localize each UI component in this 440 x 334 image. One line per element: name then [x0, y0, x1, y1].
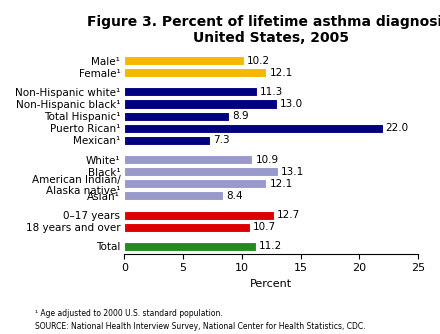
- Text: 11.3: 11.3: [260, 87, 283, 97]
- Text: 13.0: 13.0: [280, 99, 303, 109]
- Text: 10.2: 10.2: [247, 55, 270, 65]
- Text: 8.4: 8.4: [226, 191, 242, 201]
- Text: 12.1: 12.1: [269, 67, 293, 77]
- Bar: [125, 191, 223, 200]
- Title: Figure 3. Percent of lifetime asthma diagnosis:
United States, 2005: Figure 3. Percent of lifetime asthma dia…: [87, 15, 440, 45]
- X-axis label: Percent: Percent: [250, 279, 292, 289]
- Bar: [125, 210, 274, 219]
- Bar: [125, 222, 250, 232]
- Bar: [125, 179, 267, 188]
- Text: SOURCE: National Health Interview Survey, National Center for Health Statistics,: SOURCE: National Health Interview Survey…: [35, 322, 366, 331]
- Bar: [125, 68, 267, 77]
- Text: 12.1: 12.1: [269, 179, 293, 189]
- Text: 10.9: 10.9: [255, 155, 279, 165]
- Text: 8.9: 8.9: [232, 111, 249, 121]
- Text: 7.3: 7.3: [213, 135, 230, 145]
- Bar: [125, 112, 229, 121]
- Text: 10.7: 10.7: [253, 222, 276, 232]
- Text: 12.7: 12.7: [276, 210, 300, 220]
- Bar: [125, 124, 383, 133]
- Bar: [125, 100, 277, 109]
- Text: 22.0: 22.0: [385, 123, 409, 133]
- Bar: [125, 88, 257, 97]
- Bar: [125, 56, 244, 65]
- Bar: [125, 167, 278, 176]
- Text: ¹ Age adjusted to 2000 U.S. standard population.: ¹ Age adjusted to 2000 U.S. standard pop…: [35, 309, 223, 318]
- Text: 11.2: 11.2: [259, 241, 282, 252]
- Bar: [125, 136, 210, 145]
- Bar: [125, 242, 256, 251]
- Text: 13.1: 13.1: [281, 167, 304, 177]
- Bar: [125, 155, 253, 164]
